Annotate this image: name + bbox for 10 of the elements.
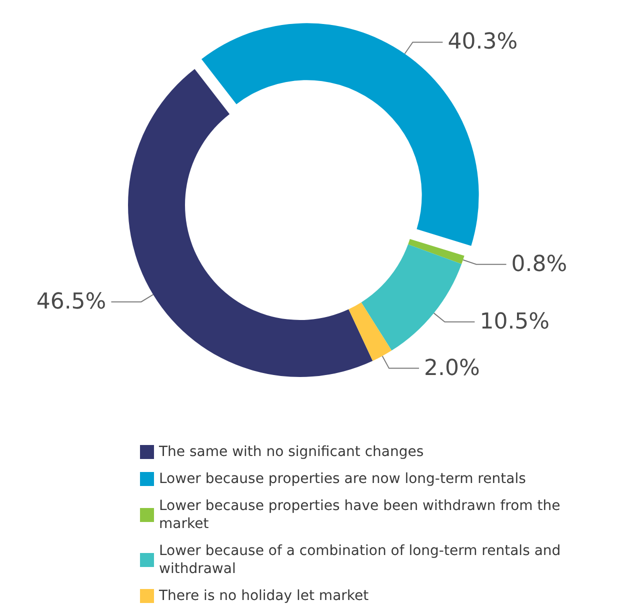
legend-label: There is no holiday let market — [158, 588, 370, 604]
legend-label: Lower because of a combination of long-term rentals and withdrawal — [159, 543, 566, 577]
data-label: 0.8% — [511, 252, 568, 277]
data-label: 46.5% — [36, 289, 106, 314]
legend-label: The same with no significant changes — [158, 444, 424, 460]
legend-label: Lower because properties are now long-term rentals — [159, 471, 526, 487]
legend-label: Lower because properties have been withdrawn from the market — [159, 498, 565, 532]
data-label: 2.0% — [424, 356, 480, 381]
data-label: 10.5% — [480, 309, 550, 334]
data-label: 40.3% — [448, 30, 518, 55]
